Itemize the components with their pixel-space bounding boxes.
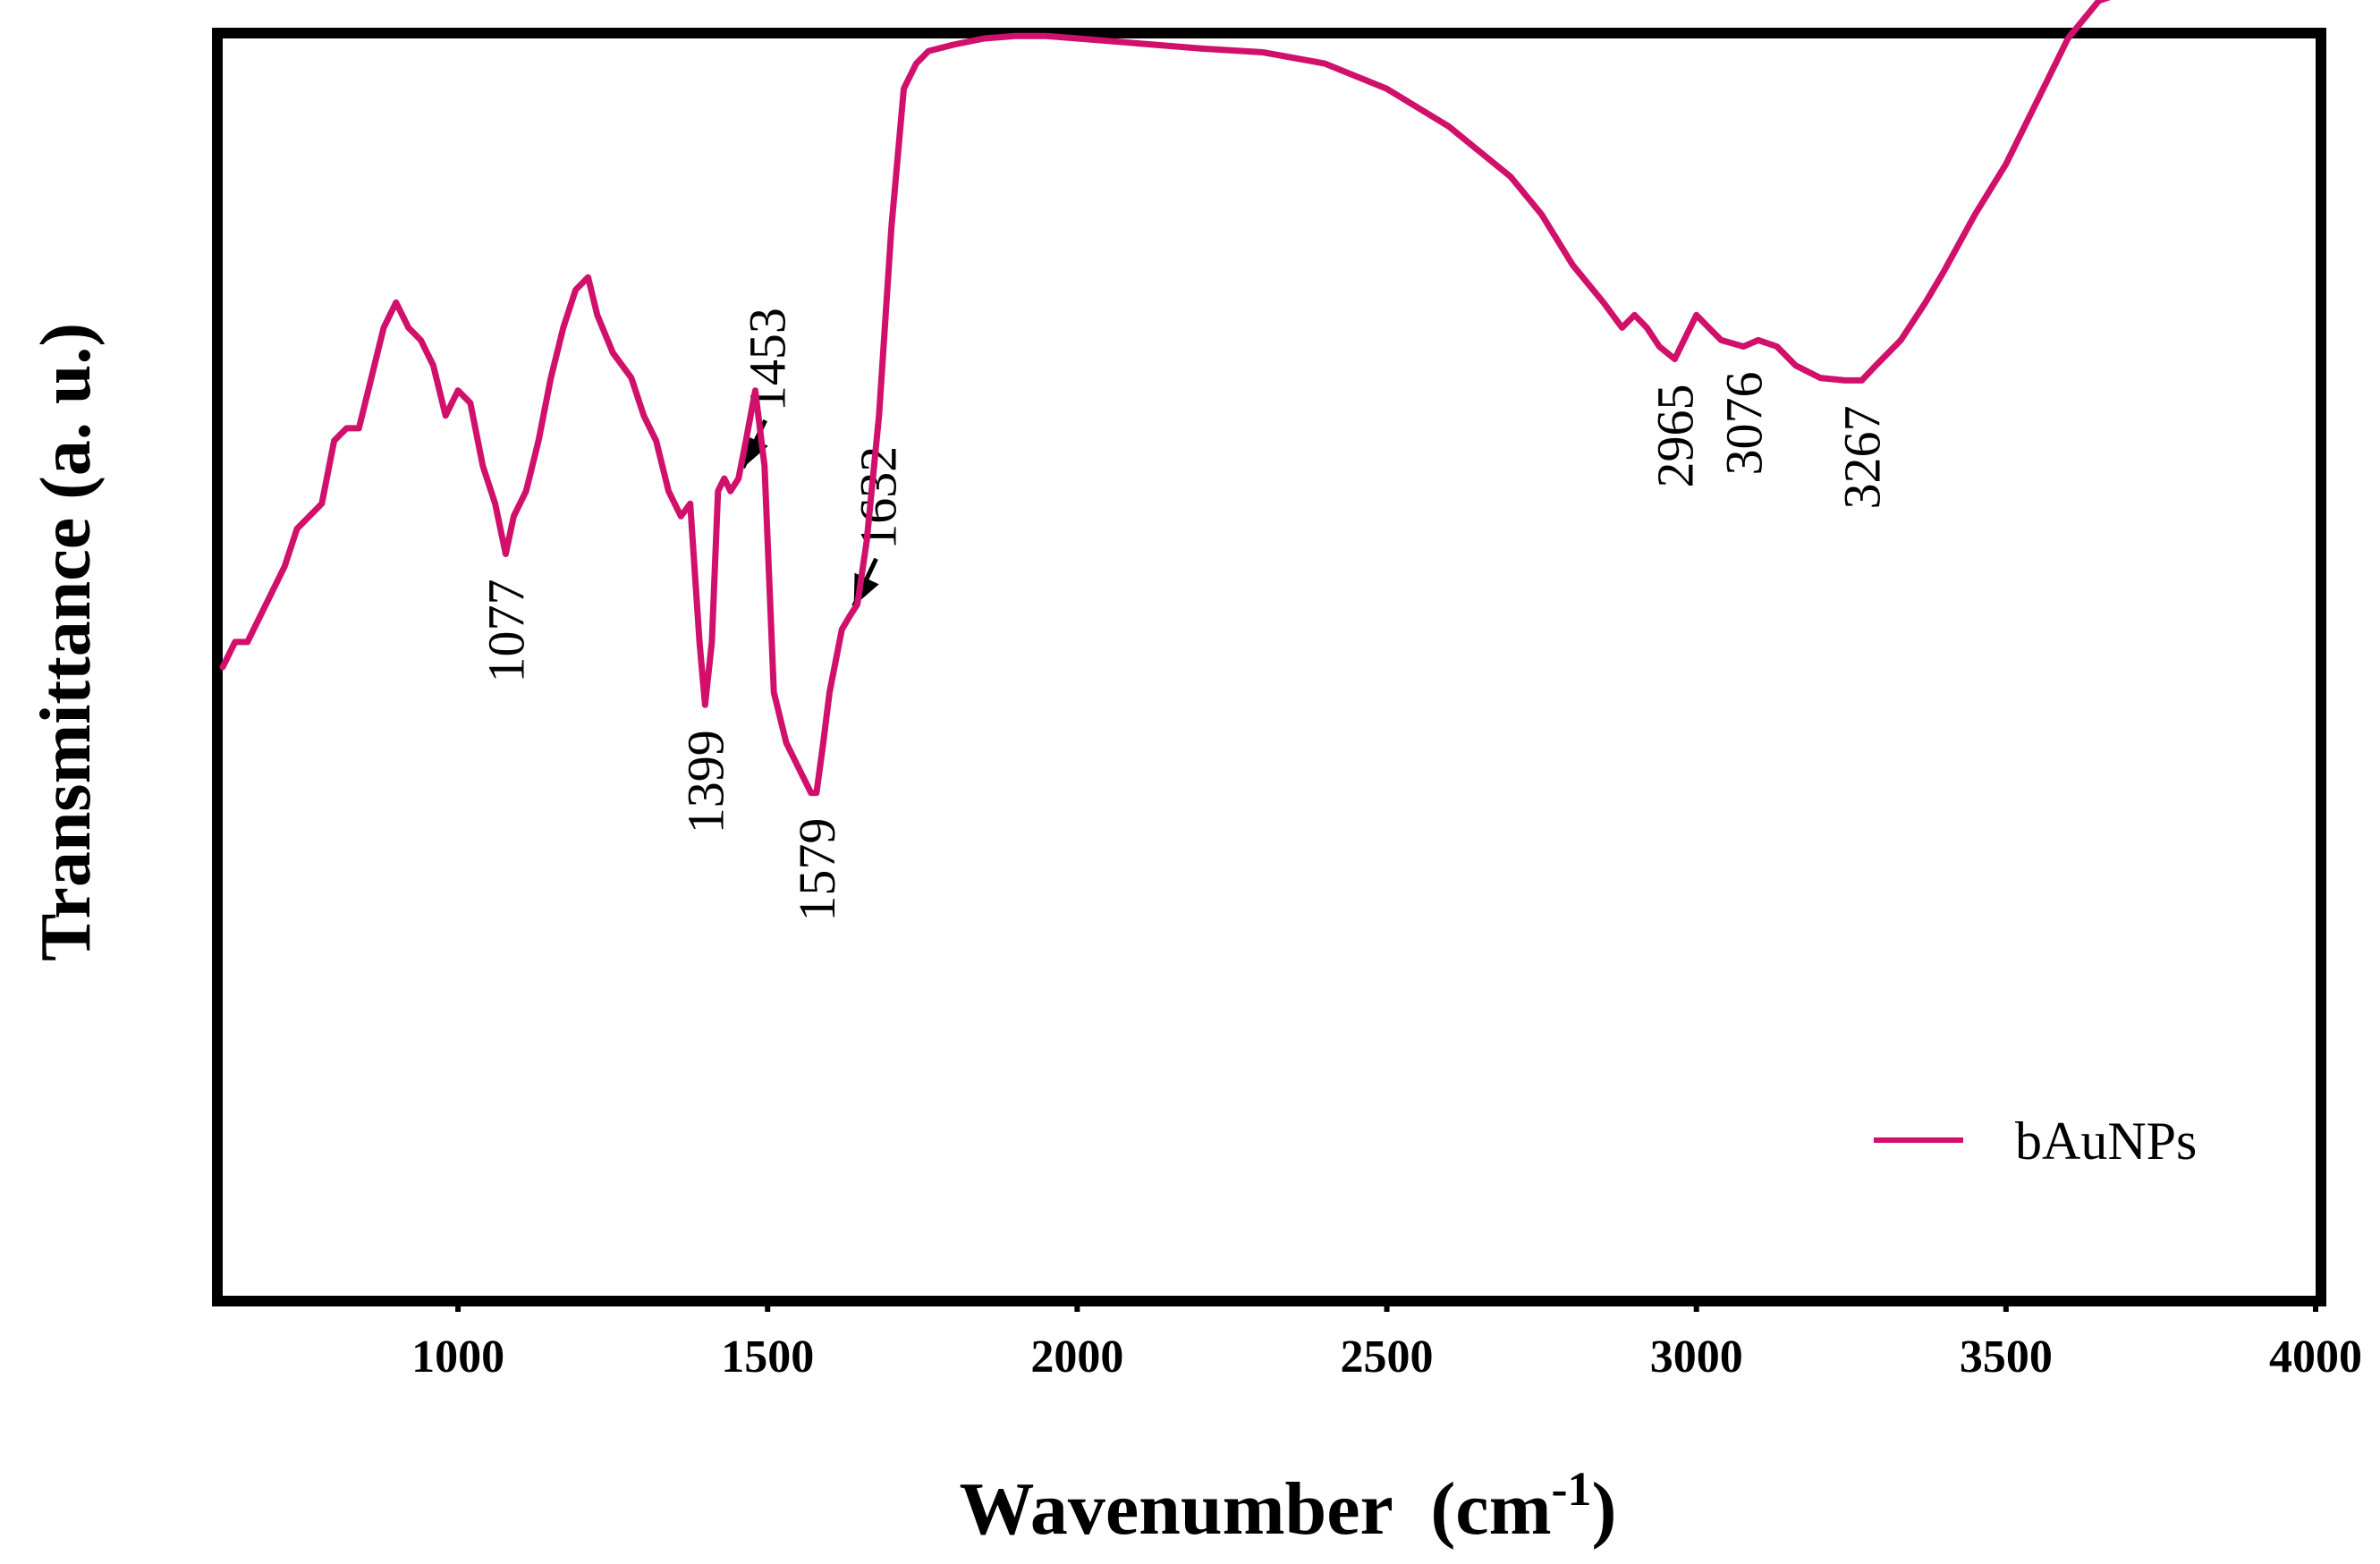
x-axis-ticks: 1000 1500 2000 2500 3000 3500 4000 xyxy=(411,1296,2362,1382)
annotation-1077: 1077 xyxy=(477,579,535,682)
annotation-3267: 3267 xyxy=(1834,405,1892,509)
arrow-head-1453 xyxy=(742,434,768,469)
x-tick-label-1000: 1000 xyxy=(411,1332,504,1382)
peak-label-3267: 3267 xyxy=(1834,405,1892,509)
peak-label-1399: 1399 xyxy=(676,730,734,833)
peak-label-1632: 1632 xyxy=(850,446,908,550)
x-tick-label-3500: 3500 xyxy=(1960,1332,2053,1382)
annotation-1399: 1399 xyxy=(676,730,734,833)
series-line-bAuNPs xyxy=(219,0,2112,797)
legend-label-bAuNPs: bAuNPs xyxy=(2015,1112,2197,1171)
peak-label-2965: 2965 xyxy=(1646,385,1704,488)
x-axis-title-main: Wavenumber xyxy=(959,1467,1392,1551)
x-tick-label-2500: 2500 xyxy=(1341,1332,1434,1382)
plot-frame xyxy=(212,28,2326,1306)
x-axis-title-unit: (cm xyxy=(1430,1467,1551,1551)
x-axis-title-close: ) xyxy=(1592,1467,1617,1551)
y-axis-title: Transmittance (a. u.) xyxy=(27,323,106,961)
legend: bAuNPs xyxy=(1874,1112,2197,1171)
peak-label-1579: 1579 xyxy=(788,818,846,922)
peak-label-1077: 1077 xyxy=(477,579,535,682)
x-tick-label-4000: 4000 xyxy=(2269,1332,2362,1382)
peak-label-3076: 3076 xyxy=(1715,371,1773,475)
annotation-1579: 1579 xyxy=(788,818,846,922)
annotation-2965: 2965 xyxy=(1646,385,1704,488)
peak-annotations: 1077 1399 1453 1579 1632 2965 3076 3267 xyxy=(477,308,1892,922)
annotation-3076: 3076 xyxy=(1715,371,1773,475)
peak-label-1453: 1453 xyxy=(739,308,797,411)
x-tick-label-3000: 3000 xyxy=(1650,1332,1743,1382)
x-tick-label-2000: 2000 xyxy=(1030,1332,1123,1382)
x-axis-title: Wavenumber (cm-1) xyxy=(959,1462,1616,1551)
x-tick-label-1500: 1500 xyxy=(721,1332,814,1382)
annotation-1453: 1453 xyxy=(739,308,797,469)
series-lines xyxy=(219,0,2112,797)
x-axis-title-sup: -1 xyxy=(1552,1462,1592,1516)
